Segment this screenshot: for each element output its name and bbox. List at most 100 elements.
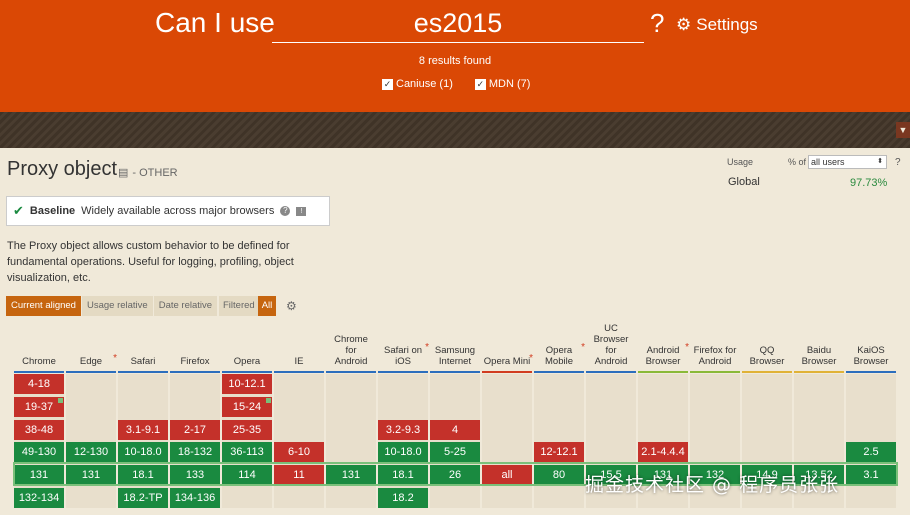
browser-name-line: Chrome (22, 356, 56, 367)
support-cell[interactable]: 12-12.1 (534, 442, 584, 462)
support-cell[interactable]: 2.1-4.4.4 (638, 442, 688, 462)
support-cell[interactable]: 36-113 (222, 442, 272, 462)
support-cell[interactable]: 10-18.0 (118, 442, 168, 462)
support-cell[interactable]: 3.2-9.3 (378, 420, 428, 440)
filtered-all[interactable]: All (257, 296, 277, 316)
browser-name-line: UC (604, 323, 618, 334)
search-box[interactable] (272, 6, 644, 43)
search-input[interactable] (272, 6, 644, 40)
support-cell[interactable]: 133 (170, 465, 220, 485)
feature-title[interactable]: Proxy object (7, 158, 118, 180)
browser-name-line: for (345, 345, 357, 356)
support-cell[interactable]: 18-132 (170, 442, 220, 462)
support-cell[interactable]: 18.2-TP (118, 488, 168, 508)
support-cell[interactable]: 15.5 (586, 465, 636, 485)
support-cell[interactable]: 114 (222, 465, 272, 485)
source-filters: ✓ Caniuse (1) ✓ MDN (7) (382, 78, 530, 90)
support-cell[interactable]: all (482, 465, 532, 485)
support-cell[interactable]: 49-130 (14, 442, 64, 462)
filtered-label[interactable]: Filtered (219, 296, 258, 316)
filter-mdn-label: MDN (7) (488, 78, 531, 90)
info-icon[interactable]: ? (280, 206, 291, 216)
browser-header[interactable]: Samsung Internet (430, 345, 480, 367)
browser-header[interactable]: Android Browser * (638, 342, 689, 367)
feedback-icon[interactable]: ! (296, 206, 307, 216)
support-cell[interactable]: 3.1-9.1 (118, 420, 168, 440)
support-cell[interactable]: 19-37 (14, 397, 64, 417)
support-cell[interactable]: 12-130 (66, 442, 116, 462)
browser-header[interactable]: Chrome (14, 356, 64, 367)
filter-caniuse[interactable]: ✓ Caniuse (1) (382, 78, 453, 90)
support-cell[interactable]: 25-35 (222, 420, 272, 440)
support-cell[interactable]: 131 (14, 465, 64, 485)
support-cell[interactable]: 2.5 (846, 442, 896, 462)
browser-header-underline (586, 371, 636, 373)
note-star-icon: * (581, 342, 585, 353)
support-cell[interactable]: 3.1 (846, 465, 896, 485)
support-cell[interactable]: 4-18 (14, 374, 64, 394)
settings-button[interactable]: ⚙ Settings (676, 15, 758, 35)
browser-name-line: KaiOS (857, 345, 885, 356)
support-cell[interactable]: 131 (638, 465, 688, 485)
browser-header-underline (66, 371, 116, 373)
support-cell[interactable]: 18.2 (378, 488, 428, 508)
support-cell[interactable]: 4 (430, 420, 480, 440)
browser-column-bg (222, 374, 272, 508)
browser-header[interactable]: Chrome for Android (326, 334, 376, 367)
browser-name-line: Internet (438, 356, 472, 367)
browser-header[interactable]: Opera (222, 356, 272, 367)
support-cell[interactable]: 80 (534, 465, 584, 485)
support-cell[interactable]: 18.1 (118, 465, 168, 485)
note-star-icon: * (529, 353, 533, 364)
support-cell[interactable]: 10-18.0 (378, 442, 428, 462)
support-cell[interactable]: 26 (430, 465, 480, 485)
browser-name-line: for (605, 345, 617, 356)
browser-header-underline (14, 371, 64, 373)
support-cell[interactable]: 38-48 (14, 420, 64, 440)
checkbox-mdn[interactable]: ✓ (474, 78, 486, 90)
browser-header[interactable]: Firefox for Android (690, 345, 740, 367)
browser-header[interactable]: IE (274, 356, 324, 367)
browser-name-line: Browser (801, 356, 837, 367)
support-cell[interactable]: 131 (326, 465, 376, 485)
filter-icon[interactable]: ▼ (896, 122, 910, 138)
support-cell[interactable]: 134-136 (170, 488, 220, 508)
usage-help-icon[interactable]: ? (895, 157, 901, 168)
browser-header[interactable]: Opera Mini * (482, 353, 533, 367)
support-cell[interactable]: 6-10 (274, 442, 324, 462)
browser-name-line: IE (294, 356, 304, 367)
browser-header[interactable]: UC Browser for Android (586, 323, 636, 367)
support-cell[interactable]: 14.9 (742, 465, 792, 485)
tab-current-aligned[interactable]: Current aligned (6, 296, 81, 316)
browser-header[interactable]: Safari (118, 356, 168, 367)
support-cell[interactable]: 13.52 (794, 465, 844, 485)
support-cell[interactable]: 2-17 (170, 420, 220, 440)
gear-icon[interactable]: ⚙ (286, 299, 297, 313)
browser-name-line: Edge (79, 356, 103, 367)
browser-header[interactable]: Edge * (66, 353, 117, 367)
browser-header[interactable]: Firefox (170, 356, 220, 367)
tab-date-relative[interactable]: Date relative (153, 296, 218, 316)
browser-column-bg (66, 374, 116, 508)
browser-name-line: Browser (749, 356, 785, 367)
support-cell[interactable]: 131 (66, 465, 116, 485)
browser-header[interactable]: KaiOS Browser (846, 345, 896, 367)
support-cell[interactable]: 11 (274, 465, 324, 485)
support-cell[interactable]: 18.1 (378, 465, 428, 485)
support-cell[interactable]: 5-25 (430, 442, 480, 462)
support-cell[interactable]: 132-134 (14, 488, 64, 508)
browser-header[interactable]: Baidu Browser (794, 345, 844, 367)
support-cell[interactable]: 10-12.1 (222, 374, 272, 394)
browser-header[interactable]: Opera Mobile * (534, 342, 585, 367)
filter-mdn[interactable]: ✓ MDN (7) (474, 78, 531, 90)
browser-header[interactable]: Safari on iOS * (378, 342, 429, 367)
support-cell[interactable]: 15-24 (222, 397, 272, 417)
tab-usage-relative[interactable]: Usage relative (81, 296, 153, 316)
usage-select[interactable]: all users ⬍ (808, 155, 887, 169)
checkbox-caniuse[interactable]: ✓ (382, 78, 393, 90)
help-button[interactable]: ? (650, 8, 665, 38)
support-cell[interactable]: 132 (690, 465, 740, 485)
feature-description: The Proxy object allows custom behavior … (7, 240, 294, 284)
browser-header[interactable]: QQ Browser (742, 345, 792, 367)
